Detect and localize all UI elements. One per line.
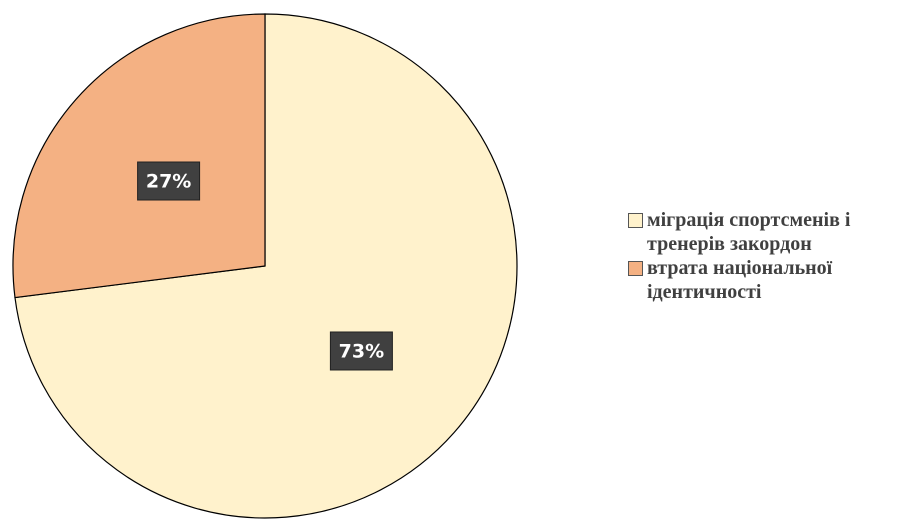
data-label-box bbox=[137, 161, 201, 201]
pie-slice bbox=[14, 13, 518, 519]
legend: міграція спортсменів і тренерів закордон… bbox=[628, 208, 918, 304]
legend-item: міграція спортсменів і тренерів закордон bbox=[628, 208, 918, 256]
legend-item: втрата національної ідентичності bbox=[628, 256, 918, 304]
pie-slice bbox=[12, 13, 266, 299]
legend-swatch bbox=[628, 261, 643, 276]
data-label: 73% bbox=[339, 340, 384, 362]
data-label: 27% bbox=[146, 171, 191, 193]
data-label-box bbox=[329, 331, 393, 371]
legend-label: міграція спортсменів і тренерів закордон bbox=[647, 209, 851, 255]
legend-label: втрата національної ідентичності bbox=[647, 257, 833, 303]
legend-swatch bbox=[628, 213, 643, 228]
